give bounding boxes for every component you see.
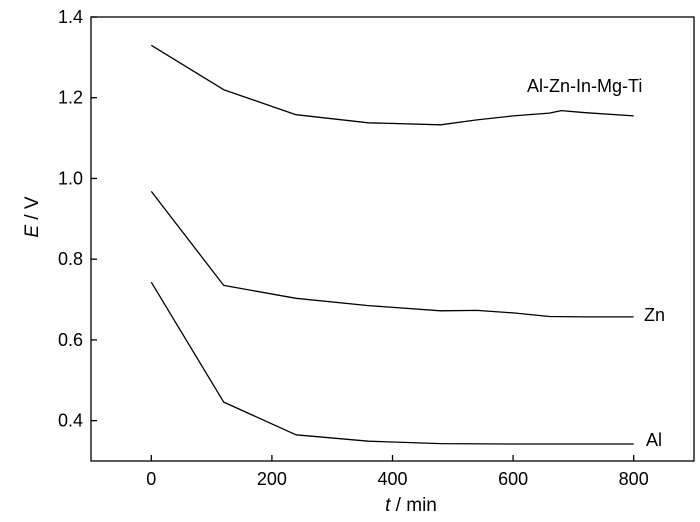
x-tick-label: 800	[619, 469, 649, 489]
x-axis-label: t / min	[385, 495, 437, 516]
y-tick-label: 0.4	[58, 411, 83, 431]
y-tick-label: 1.2	[58, 88, 83, 108]
tick-labels: 0 200 400 600 800 0.4 0.6 0.8 1.0 1.2 1.4	[58, 7, 649, 489]
y-axis-var: E	[22, 225, 43, 238]
x-tick-label: 200	[257, 469, 287, 489]
series-label-zn: Zn	[644, 305, 665, 325]
series-line-zn	[150, 191, 634, 318]
y-tick-label: 0.8	[58, 249, 83, 269]
y-tick-label: 1.4	[58, 7, 83, 27]
x-tick-label: 400	[377, 469, 407, 489]
series-label-al-zn-in-mg-ti: Al-Zn-In-Mg-Ti	[527, 76, 642, 96]
x-tick-label: 0	[146, 469, 156, 489]
y-axis-unit: / V	[22, 196, 43, 225]
x-axis-var: t	[385, 495, 391, 516]
x-axis-unit: / min	[390, 495, 436, 516]
x-tick-label: 600	[498, 469, 528, 489]
y-tick-label: 1.0	[58, 168, 83, 188]
y-axis-label: E / V	[22, 196, 43, 238]
series-line-al	[150, 281, 634, 445]
axis-ticks	[91, 16, 635, 461]
series-lines	[150, 44, 634, 445]
series-label-al: Al	[646, 430, 662, 450]
series-labels: Al-Zn-In-Mg-Ti Zn Al	[527, 76, 665, 450]
y-tick-label: 0.6	[58, 330, 83, 350]
series-line-al-zn-in-mg-ti	[150, 44, 634, 126]
